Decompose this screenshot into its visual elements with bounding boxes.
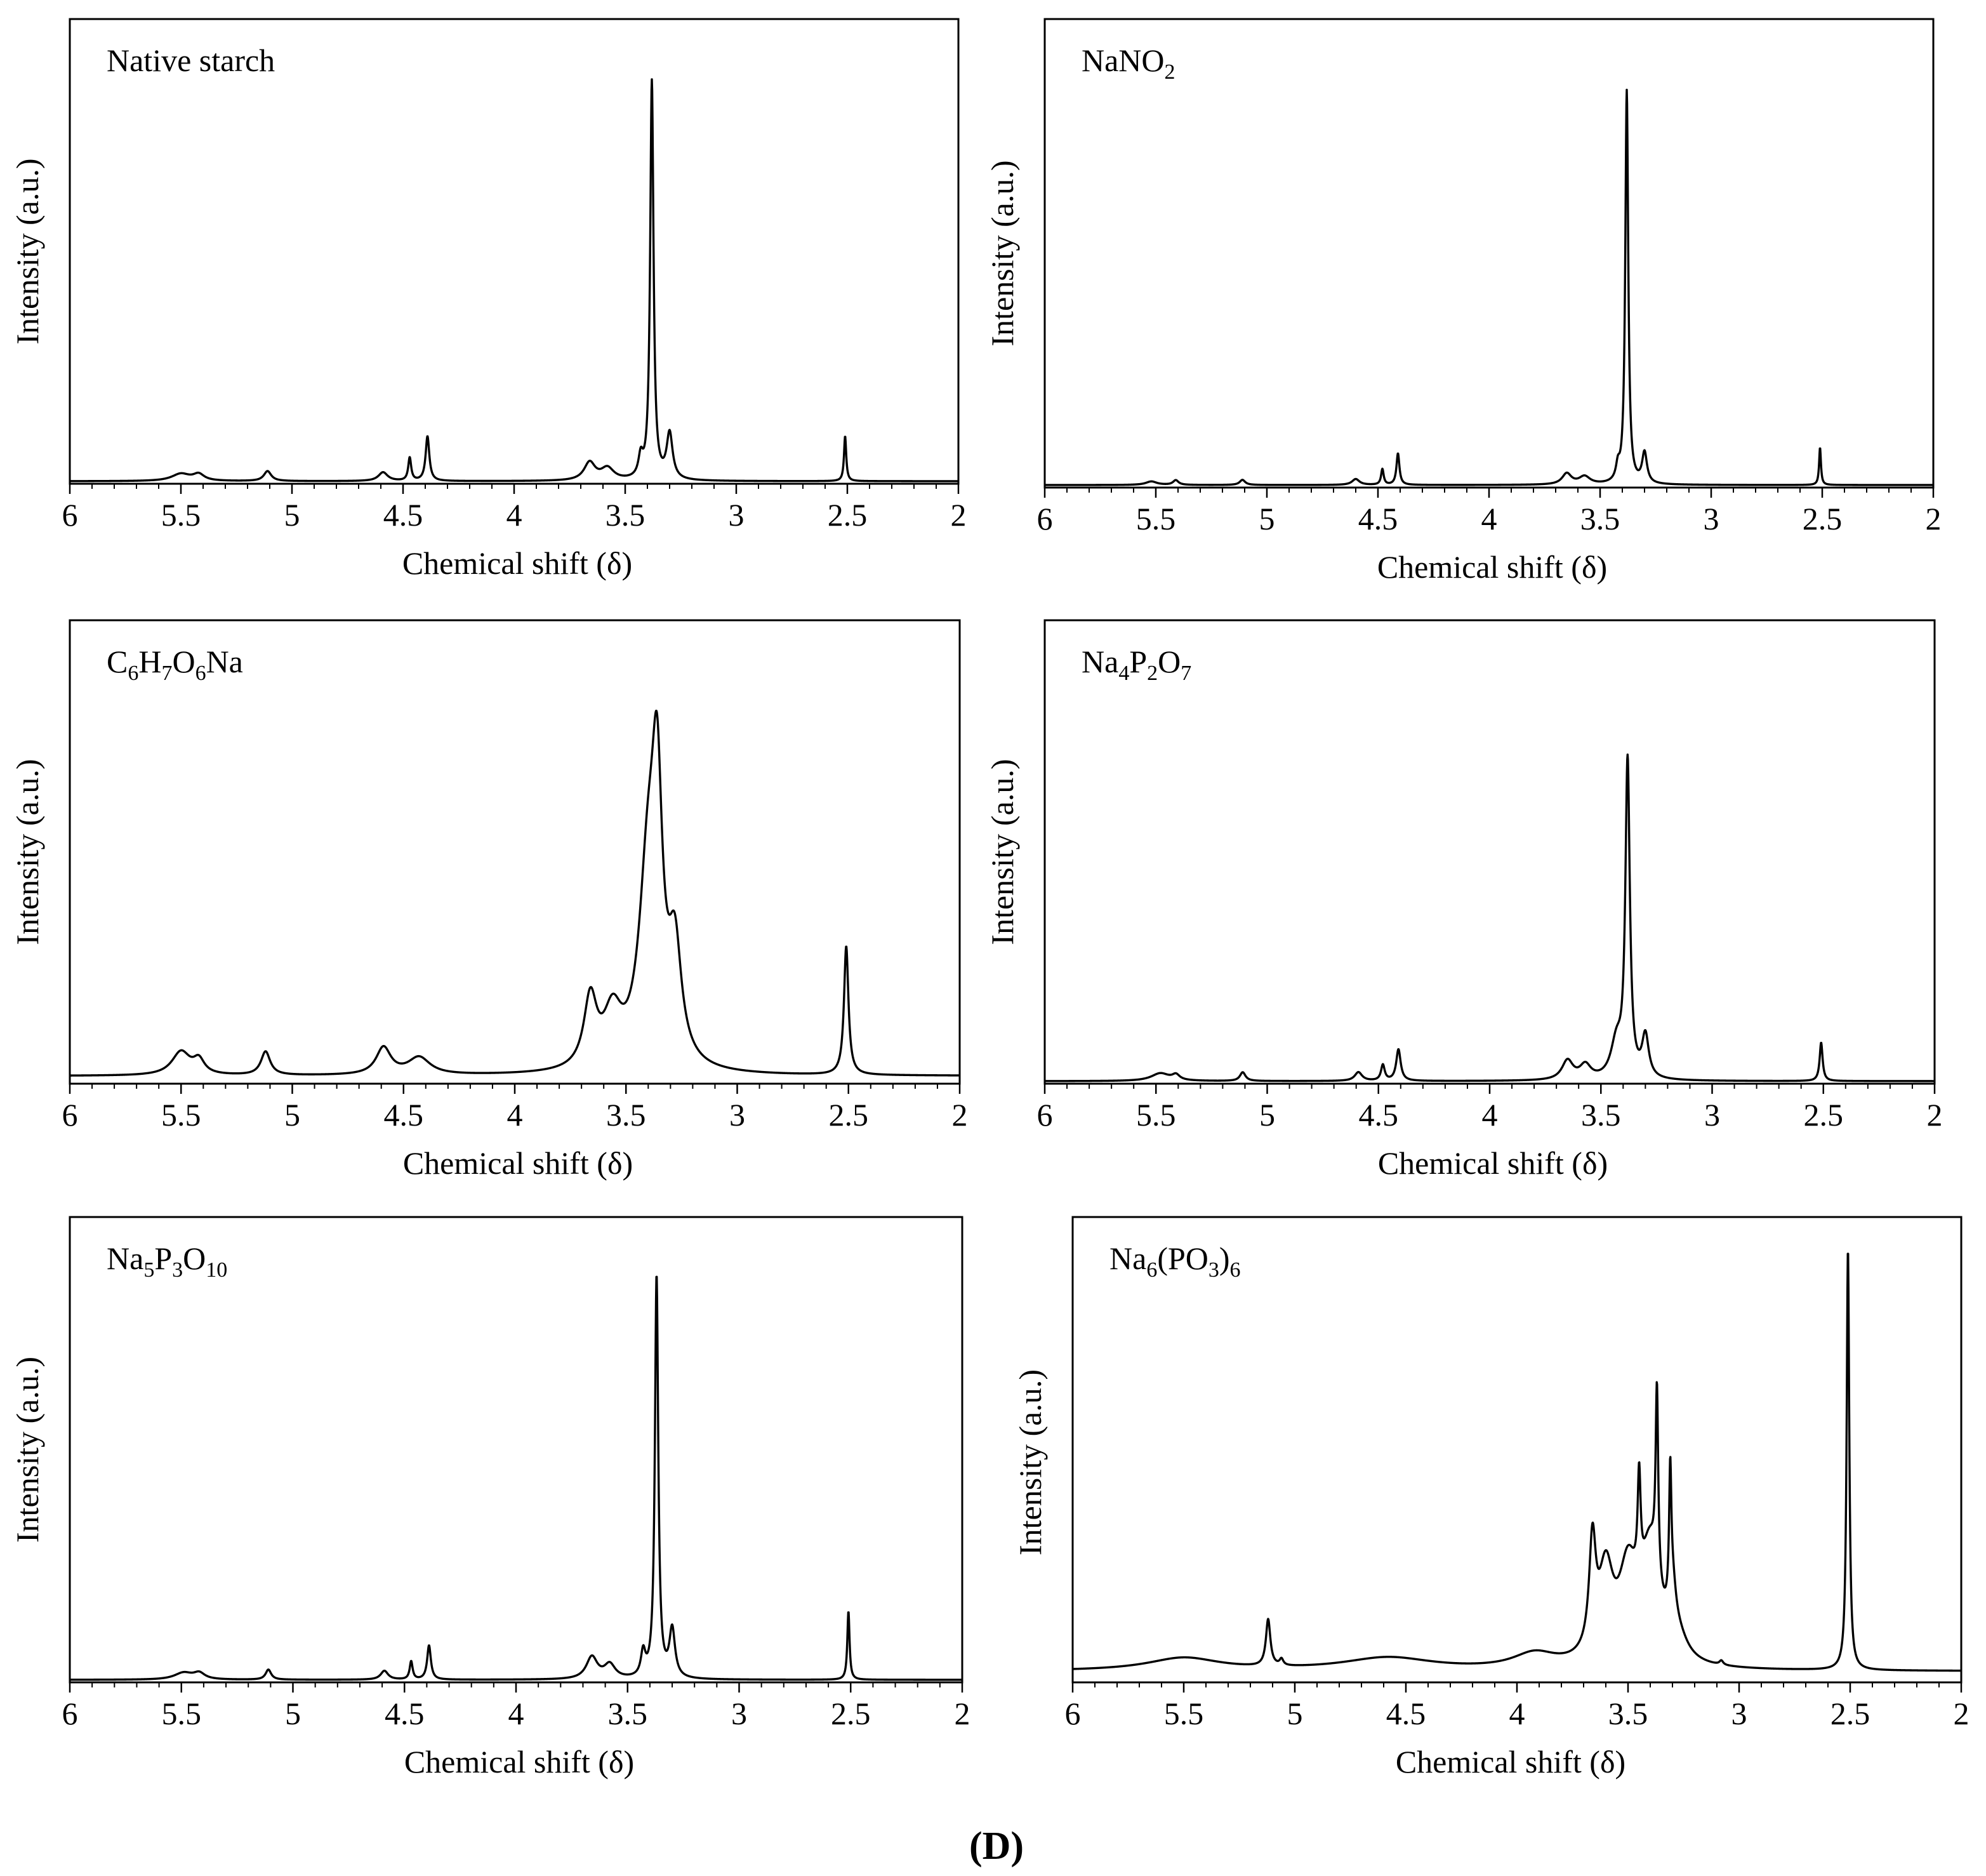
spectrum-panel-5: 6 5.5 5 4.5 4 3.5 3 2.5 2 Chemical shift (δ) Inten… bbox=[10, 1216, 970, 1780]
x-tick-label: 6 bbox=[62, 1696, 78, 1731]
panel-title: Na6(PO3)6 bbox=[1109, 1241, 1241, 1282]
x-tick-label: 5 bbox=[285, 1696, 301, 1731]
x-tick-label: 4.5 bbox=[1358, 501, 1398, 536]
x-tick-label: 4 bbox=[1482, 1097, 1498, 1133]
panel-title: NaNO2 bbox=[1082, 43, 1175, 84]
x-tick-label: 2.5 bbox=[829, 1097, 869, 1133]
x-tick-label: 2 bbox=[1954, 1696, 1969, 1731]
figure-label: (D) bbox=[969, 1825, 1024, 1868]
panel-title: Native starch bbox=[107, 43, 275, 78]
x-axis-label: Chemical shift (δ) bbox=[404, 1744, 634, 1780]
spectrum-panel-4: 6 5.5 5 4.5 4 3.5 3 2.5 2 Chemical shift (δ) Inten… bbox=[984, 619, 1943, 1181]
x-tick-label: 4 bbox=[1509, 1696, 1525, 1731]
x-tick-label: 6 bbox=[1037, 501, 1053, 536]
x-tick-label: 5 bbox=[1259, 1097, 1275, 1133]
x-tick-label: 5 bbox=[1287, 1696, 1303, 1731]
x-tick-label: 2.5 bbox=[831, 1696, 871, 1731]
plot-frame bbox=[1043, 18, 1935, 489]
spectrum-line bbox=[69, 78, 960, 482]
x-axis-label: Chemical shift (δ) bbox=[402, 545, 632, 581]
panel-title: Na4P2O7 bbox=[1082, 644, 1191, 685]
y-axis-label: Intensity (a.u.) bbox=[10, 1357, 45, 1543]
plot-frame bbox=[1071, 1216, 1963, 1684]
x-tick-label: 4.5 bbox=[1386, 1696, 1426, 1731]
x-tick-label: 6 bbox=[1037, 1097, 1053, 1133]
x-tick-label: 3 bbox=[729, 1097, 745, 1133]
x-tick-label: 3.5 bbox=[608, 1696, 648, 1731]
x-tick-label: 5.5 bbox=[161, 1097, 201, 1133]
y-axis-label: Intensity (a.u.) bbox=[10, 759, 45, 945]
spectrum-panel-1: 6 5.5 5 4.5 4 3.5 3 2.5 2 Chemical shift (δ) Inten… bbox=[10, 18, 967, 581]
spectrum-line bbox=[1043, 753, 1936, 1082]
x-tick-label: 3.5 bbox=[606, 497, 645, 533]
spectrum-line bbox=[69, 1275, 963, 1681]
x-tick-label: 4.5 bbox=[383, 497, 423, 533]
x-tick-label: 5 bbox=[1259, 501, 1275, 536]
x-axis-label: Chemical shift (δ) bbox=[1378, 1145, 1608, 1181]
x-tick-label: 2.5 bbox=[1803, 501, 1843, 536]
x-tick-label: 4 bbox=[1481, 501, 1497, 536]
x-tick-label: 5 bbox=[284, 497, 300, 533]
x-tick-label: 4 bbox=[508, 1696, 524, 1731]
x-tick-label: 6 bbox=[62, 1097, 78, 1133]
x-tick-label: 4.5 bbox=[1359, 1097, 1399, 1133]
x-tick-label: 2.5 bbox=[828, 497, 868, 533]
x-tick-label: 4.5 bbox=[384, 1097, 424, 1133]
x-tick-label: 4 bbox=[507, 1097, 523, 1133]
plot-frame bbox=[1043, 619, 1936, 1085]
x-tick-label: 4 bbox=[506, 497, 522, 533]
panel-title: C6H7O6Na bbox=[107, 644, 243, 685]
x-axis-label: Chemical shift (δ) bbox=[1377, 549, 1607, 585]
x-tick-label: 3.5 bbox=[1608, 1696, 1648, 1731]
x-tick-label: 6 bbox=[1065, 1696, 1081, 1731]
spectrum-panel-6: 6 5.5 5 4.5 4 3.5 3 2.5 2 Chemical shift (δ) Inten… bbox=[1012, 1216, 1969, 1780]
x-tick-label: 3.5 bbox=[1581, 1097, 1621, 1133]
x-tick-label: 2 bbox=[1926, 501, 1942, 536]
spectrum-line bbox=[69, 709, 961, 1077]
y-axis-label: Intensity (a.u.) bbox=[984, 161, 1020, 347]
x-tick-label: 5 bbox=[284, 1097, 300, 1133]
x-tick-label: 4.5 bbox=[385, 1696, 425, 1731]
spectrum-panel-3: 6 5.5 5 4.5 4 3.5 3 2.5 2 Chemical shift (δ) Inten… bbox=[10, 619, 968, 1181]
y-axis-label: Intensity (a.u.) bbox=[984, 759, 1020, 945]
plot-frame bbox=[69, 1216, 963, 1684]
x-tick-label: 5.5 bbox=[161, 497, 201, 533]
x-tick-label: 2 bbox=[952, 1097, 968, 1133]
x-tick-label: 5.5 bbox=[1164, 1696, 1204, 1731]
x-tick-label: 2.5 bbox=[1804, 1097, 1844, 1133]
x-tick-label: 3 bbox=[1704, 1097, 1720, 1133]
x-tick-label: 5.5 bbox=[162, 1696, 202, 1731]
x-tick-label: 3.5 bbox=[1580, 501, 1620, 536]
x-tick-label: 2 bbox=[1927, 1097, 1943, 1133]
x-tick-label: 2 bbox=[955, 1696, 970, 1731]
panels: 6 5.5 5 4.5 4 3.5 3 2.5 2 Chemical shift (δ) Inten… bbox=[10, 18, 1969, 1780]
x-tick-label: 3 bbox=[729, 497, 745, 533]
x-axis-label: Chemical shift (δ) bbox=[1396, 1744, 1625, 1780]
plot-frame bbox=[69, 619, 961, 1085]
y-axis-label: Intensity (a.u.) bbox=[10, 159, 45, 345]
spectrum-line bbox=[1043, 88, 1935, 486]
spectrum-line bbox=[1071, 1253, 1963, 1672]
x-axis-label: Chemical shift (δ) bbox=[403, 1145, 633, 1181]
x-tick-label: 2.5 bbox=[1830, 1696, 1870, 1731]
x-tick-label: 3.5 bbox=[606, 1097, 646, 1133]
x-tick-label: 2 bbox=[951, 497, 967, 533]
x-tick-label: 3 bbox=[731, 1696, 747, 1731]
x-tick-label: 5.5 bbox=[1136, 501, 1176, 536]
plot-frame bbox=[69, 18, 960, 485]
x-tick-label: 5.5 bbox=[1136, 1097, 1176, 1133]
y-axis-label: Intensity (a.u.) bbox=[1012, 1369, 1048, 1555]
panel-title: Na5P3O10 bbox=[107, 1241, 227, 1282]
x-tick-label: 3 bbox=[1704, 501, 1719, 536]
x-tick-label: 3 bbox=[1731, 1696, 1747, 1731]
spectrum-panel-2: 6 5.5 5 4.5 4 3.5 3 2.5 2 Chemical shift (δ) Inten… bbox=[984, 18, 1942, 585]
x-tick-label: 6 bbox=[62, 497, 78, 533]
